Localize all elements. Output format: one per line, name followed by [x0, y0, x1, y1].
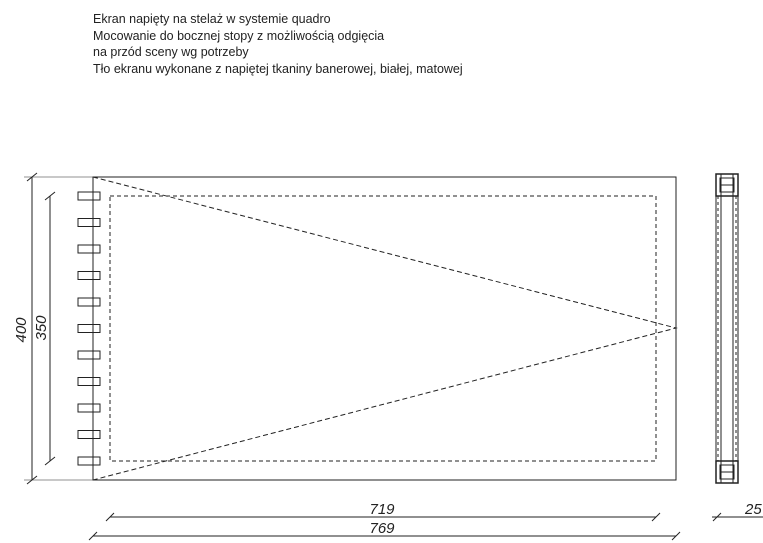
- dim-label-350: 350: [33, 315, 50, 341]
- side-view: [715, 173, 739, 484]
- clip: [77, 430, 101, 439]
- clip: [77, 403, 101, 413]
- dim-label-769: 769: [369, 520, 395, 537]
- screen-outer-frame: [92, 176, 677, 481]
- fold-triangle: [92, 176, 678, 481]
- clip: [77, 244, 101, 254]
- note-line-1: Ekran napięty na stelaż w systemie quadr…: [93, 12, 331, 26]
- screen-inner-area: [109, 195, 657, 462]
- fastening-clips: [77, 191, 101, 466]
- clip: [77, 324, 101, 333]
- clip: [77, 271, 101, 280]
- dim-label-719: 719: [369, 501, 395, 518]
- description-notes: Ekran napięty na stelaż w systemie quadr…: [93, 11, 463, 77]
- clip: [77, 350, 101, 360]
- note-line-4: Tło ekranu wykonane z napiętej tkaniny b…: [93, 61, 463, 76]
- clip: [77, 191, 101, 201]
- clip: [77, 297, 101, 307]
- dim-label-25: 25: [744, 501, 762, 518]
- clip: [77, 218, 101, 227]
- note-line-2: Mocowanie do bocznej stopy z możliwością…: [93, 28, 385, 43]
- clip: [77, 456, 101, 466]
- note-line-3: na przód sceny wg potrzeby: [93, 45, 249, 59]
- clip: [77, 377, 101, 386]
- dim-label-400: 400: [13, 317, 30, 343]
